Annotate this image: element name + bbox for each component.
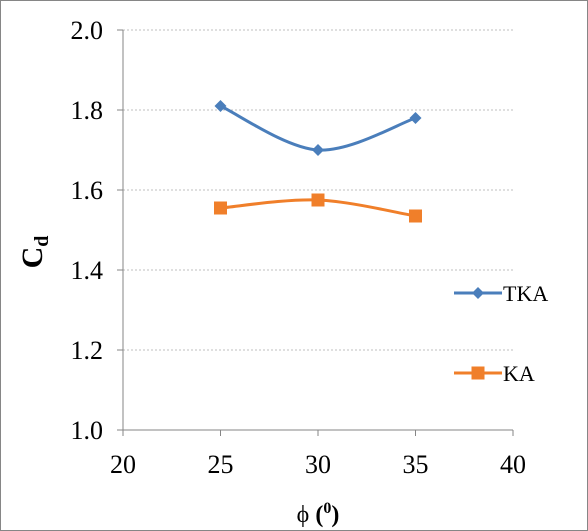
legend-label-ka: KA <box>503 361 535 386</box>
y-axis-label-subscript: d <box>31 236 53 247</box>
gridlines <box>123 30 513 350</box>
legend-item-ka: KA <box>454 361 535 386</box>
y-tick-label: 1.8 <box>71 96 104 125</box>
y-tick-label: 1.0 <box>71 416 104 445</box>
data-point-ka-30 <box>312 194 325 207</box>
axes <box>117 30 513 436</box>
x-tick-label: 25 <box>208 450 234 479</box>
x-tick-label: 30 <box>305 450 331 479</box>
legend: TKA KA <box>454 281 548 386</box>
y-tick-labels: 1.0 1.2 1.4 1.6 1.8 2.0 <box>71 16 104 445</box>
y-tick-label: 1.6 <box>71 176 104 205</box>
y-axis-label-main: C <box>16 247 49 269</box>
series-group <box>214 100 422 223</box>
x-axis-label: ϕ (0) <box>297 500 340 528</box>
x-tick-labels: 20 25 30 35 40 <box>110 450 526 479</box>
x-axis-label-symbol: ϕ <box>297 502 310 528</box>
data-point-tka-35 <box>410 112 422 124</box>
data-point-ka-35 <box>409 210 422 223</box>
legend-label-tka: TKA <box>503 281 548 306</box>
y-tick-label: 1.2 <box>71 336 104 365</box>
legend-item-tka: TKA <box>454 281 548 306</box>
data-point-ka-25 <box>214 202 227 215</box>
x-axis-label-unit: 0 <box>323 500 331 517</box>
series-line-tka <box>221 106 416 150</box>
x-tick-label: 40 <box>500 450 526 479</box>
legend-marker-tka <box>472 287 484 299</box>
data-point-tka-30 <box>312 144 324 156</box>
y-axis-label: Cd <box>16 236 53 269</box>
x-tick-label: 35 <box>403 450 429 479</box>
y-tick-label: 2.0 <box>71 16 104 45</box>
series-tka <box>215 100 422 156</box>
x-tick-label: 20 <box>110 450 136 479</box>
series-ka <box>214 194 422 223</box>
legend-marker-ka <box>472 367 485 380</box>
y-tick-label: 1.4 <box>71 256 104 285</box>
